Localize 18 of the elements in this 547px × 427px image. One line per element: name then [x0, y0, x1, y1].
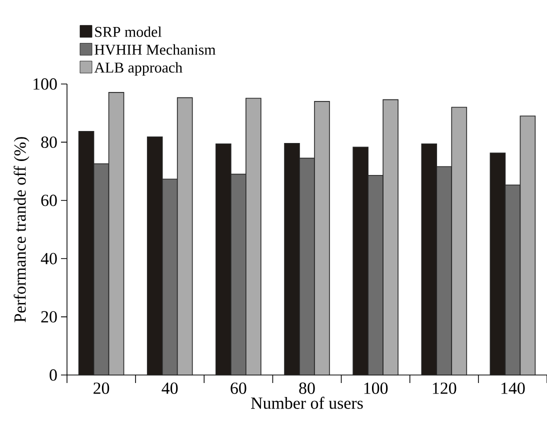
legend-label: SRP model [95, 26, 162, 37]
y-tick-label: 0 [50, 369, 57, 381]
x-tick-label: 80 [299, 382, 315, 394]
legend-label: HVHIH Mechanism [94, 44, 216, 55]
y-tick-label: 60 [41, 194, 57, 206]
y-axis-title: Performance trande off (%) [14, 137, 30, 322]
y-tick-label: 20 [41, 311, 57, 323]
x-tick-label: 40 [162, 382, 178, 394]
y-tick-label: 40 [40, 252, 57, 264]
x-tick-label: 140 [501, 382, 525, 394]
x-tick-label: 20 [94, 382, 110, 394]
x-tick-label: 100 [364, 382, 388, 394]
y-tick-label: 80 [41, 136, 57, 148]
legend-label: ALB approach [94, 62, 182, 76]
x-axis-title: Number of users [251, 396, 363, 409]
x-tick-label: 60 [230, 382, 246, 394]
x-tick-label: 120 [432, 382, 456, 394]
y-tick-label: 100 [34, 78, 57, 90]
